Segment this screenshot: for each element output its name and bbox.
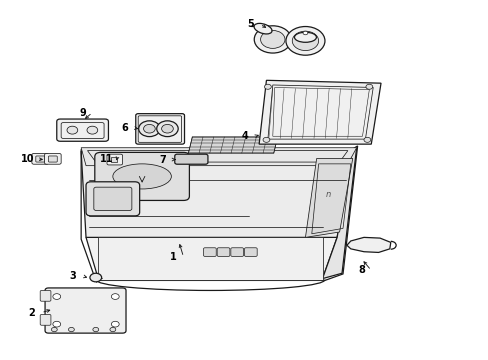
Circle shape — [53, 294, 61, 300]
Circle shape — [111, 294, 119, 300]
Text: n: n — [325, 190, 330, 199]
Circle shape — [363, 137, 370, 142]
Circle shape — [93, 327, 99, 332]
Polygon shape — [86, 237, 336, 279]
Polygon shape — [188, 137, 277, 153]
FancyBboxPatch shape — [32, 153, 48, 164]
Polygon shape — [259, 80, 380, 144]
FancyBboxPatch shape — [57, 119, 108, 141]
Circle shape — [260, 31, 285, 48]
Ellipse shape — [67, 126, 78, 134]
FancyBboxPatch shape — [86, 182, 140, 216]
FancyBboxPatch shape — [136, 114, 184, 144]
Polygon shape — [322, 148, 356, 279]
Circle shape — [303, 31, 307, 35]
FancyBboxPatch shape — [230, 248, 243, 256]
FancyBboxPatch shape — [45, 288, 126, 333]
FancyBboxPatch shape — [40, 291, 51, 301]
Text: 2: 2 — [28, 308, 35, 318]
FancyBboxPatch shape — [40, 315, 51, 325]
Polygon shape — [305, 158, 352, 237]
FancyBboxPatch shape — [217, 248, 229, 256]
Text: 8: 8 — [357, 265, 364, 275]
Circle shape — [90, 273, 102, 282]
FancyBboxPatch shape — [244, 248, 257, 256]
FancyBboxPatch shape — [111, 157, 117, 162]
Circle shape — [143, 125, 155, 133]
FancyBboxPatch shape — [203, 248, 216, 256]
Circle shape — [68, 327, 74, 332]
Circle shape — [157, 121, 178, 136]
Circle shape — [110, 327, 116, 332]
Polygon shape — [81, 148, 356, 166]
FancyBboxPatch shape — [94, 187, 132, 211]
Text: 3: 3 — [69, 271, 76, 281]
Circle shape — [53, 321, 61, 327]
Text: 1: 1 — [170, 252, 177, 262]
Circle shape — [365, 84, 372, 89]
Text: 5: 5 — [246, 19, 253, 29]
Ellipse shape — [254, 23, 271, 34]
FancyBboxPatch shape — [174, 154, 207, 164]
Text: 11: 11 — [100, 154, 114, 164]
Circle shape — [254, 26, 291, 53]
Text: 7: 7 — [159, 154, 165, 165]
Ellipse shape — [87, 126, 98, 134]
Circle shape — [292, 31, 318, 50]
FancyBboxPatch shape — [107, 154, 122, 165]
Text: 10: 10 — [20, 154, 34, 164]
FancyBboxPatch shape — [36, 156, 44, 162]
Circle shape — [51, 327, 57, 332]
Circle shape — [139, 121, 160, 136]
Circle shape — [285, 27, 325, 55]
Circle shape — [111, 321, 119, 327]
Circle shape — [161, 125, 173, 133]
Text: 6: 6 — [122, 123, 128, 133]
Circle shape — [264, 84, 271, 89]
Polygon shape — [81, 151, 351, 237]
Text: 9: 9 — [79, 108, 86, 118]
FancyBboxPatch shape — [44, 153, 61, 164]
Ellipse shape — [113, 164, 171, 189]
Ellipse shape — [294, 32, 316, 42]
Circle shape — [263, 137, 269, 142]
FancyBboxPatch shape — [95, 152, 189, 201]
Polygon shape — [98, 237, 322, 280]
Text: 4: 4 — [242, 131, 248, 141]
Polygon shape — [346, 237, 390, 252]
FancyBboxPatch shape — [48, 156, 57, 162]
